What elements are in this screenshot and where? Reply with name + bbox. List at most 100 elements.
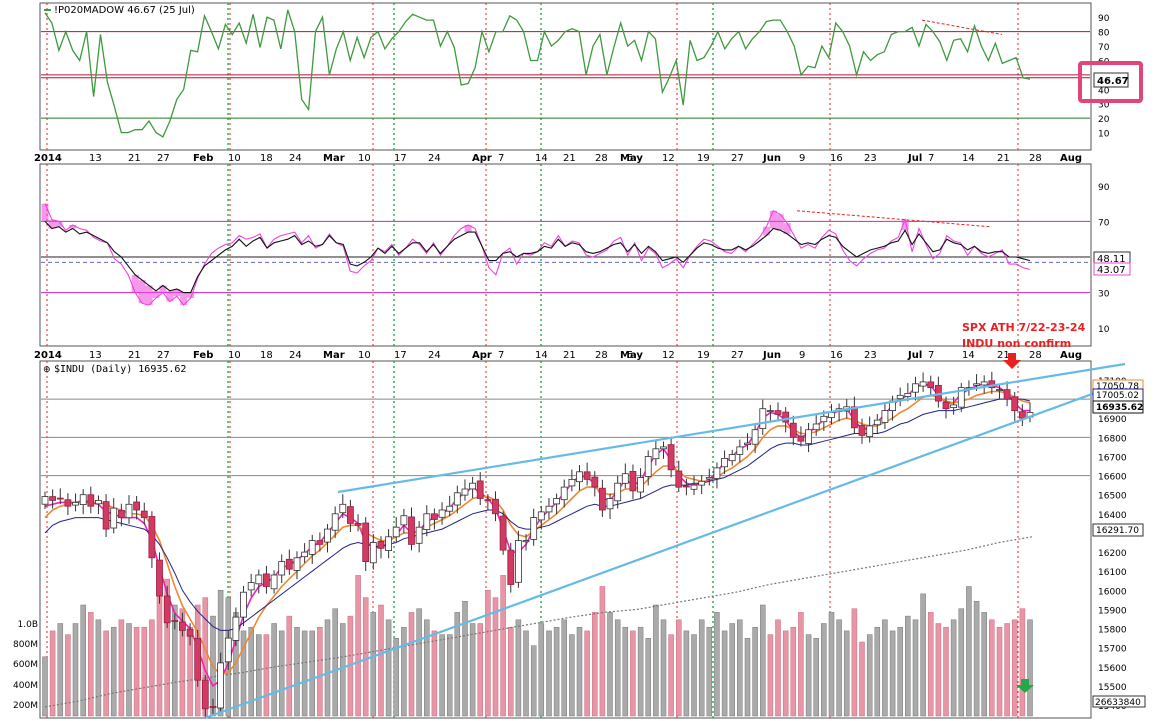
date-tick: 19 bbox=[697, 350, 710, 361]
volume-bar bbox=[721, 630, 728, 717]
date-tick: 7 bbox=[928, 153, 934, 164]
panel1-legend: !P020MADOW 46.67 (25 Jul) bbox=[44, 5, 195, 16]
volume-bar bbox=[584, 630, 590, 717]
volume-bar bbox=[790, 626, 797, 717]
value-pink-label: 43.07 bbox=[1097, 265, 1126, 276]
date-tick: 21 bbox=[997, 153, 1010, 164]
candle-body bbox=[499, 515, 507, 551]
volume-bar bbox=[118, 619, 125, 717]
date-tick: 27 bbox=[731, 350, 744, 361]
volume-bar bbox=[805, 634, 812, 717]
volume-bar bbox=[385, 619, 392, 717]
date-tick: 14 bbox=[535, 153, 548, 164]
candle-body bbox=[255, 574, 263, 585]
panel1-y-tick: 30 bbox=[1098, 101, 1110, 111]
date-tick: 14 bbox=[962, 153, 975, 164]
ma-navy-line bbox=[44, 398, 1031, 631]
date-tick: 5 bbox=[627, 350, 633, 361]
volume-bar bbox=[767, 634, 774, 717]
price-label: 17050.78 bbox=[1096, 382, 1139, 392]
volume-bar bbox=[439, 634, 445, 717]
volume-bar bbox=[752, 626, 758, 717]
candle-body bbox=[408, 516, 415, 545]
candle-body bbox=[789, 422, 797, 438]
volume-bar bbox=[172, 604, 178, 717]
volume-bar bbox=[278, 630, 285, 717]
panel1-y-tick: 70 bbox=[1098, 43, 1110, 53]
candle-body bbox=[1011, 396, 1019, 411]
volume-bar bbox=[355, 575, 361, 717]
candle-body bbox=[346, 506, 354, 524]
candle-body bbox=[698, 480, 706, 486]
annotation-line1: SPX ATH 7/22-23-24 bbox=[962, 321, 1086, 334]
candle-body bbox=[186, 628, 194, 637]
candle-body bbox=[156, 559, 163, 597]
volume-bar bbox=[95, 619, 102, 717]
candle-body bbox=[660, 446, 667, 450]
volume-bar bbox=[989, 619, 995, 717]
price-candles bbox=[41, 371, 1034, 719]
candle-body bbox=[461, 488, 469, 496]
volume-bar bbox=[1019, 608, 1026, 717]
volume-bar bbox=[660, 619, 667, 717]
date-tick: May bbox=[620, 153, 643, 164]
volume-bar bbox=[538, 623, 545, 717]
candle-body bbox=[209, 706, 217, 708]
panel3-y-axis: 1710016900168001670016600165001640016200… bbox=[1098, 377, 1127, 712]
volume-bar bbox=[920, 593, 926, 717]
candle-body bbox=[583, 471, 591, 480]
volume-bar bbox=[530, 645, 537, 717]
date-tick: 16 bbox=[830, 350, 843, 361]
candle-body bbox=[140, 510, 148, 519]
volume-bar bbox=[416, 608, 422, 717]
candle-body bbox=[178, 621, 186, 631]
price-label: 16291.70 bbox=[1096, 526, 1139, 536]
price-label-box bbox=[1092, 523, 1144, 537]
volume-bar bbox=[569, 634, 575, 717]
volume-bar bbox=[485, 589, 491, 717]
candle-body bbox=[1019, 411, 1026, 419]
volume-bar bbox=[72, 623, 79, 717]
date-tick: 24 bbox=[289, 153, 302, 164]
candle-body bbox=[866, 425, 874, 437]
oscillator-line bbox=[44, 9, 1031, 138]
date-tick: 27 bbox=[157, 153, 170, 164]
candle-body bbox=[912, 383, 919, 393]
panel1-date-axis: 2014 13 21 27 Feb 10 18 24 Mar 10 17 24 Apr 7 14 21 28 Ma… bbox=[34, 153, 1082, 164]
volume-bar bbox=[408, 612, 415, 717]
date-tick: 5 bbox=[627, 153, 633, 164]
volume-bar bbox=[469, 623, 476, 717]
candle-body bbox=[560, 486, 568, 501]
panel2-frame bbox=[39, 163, 1092, 347]
volume-bar bbox=[874, 626, 881, 717]
volume-bar bbox=[133, 626, 140, 717]
current-value-label: 46.67 bbox=[1097, 76, 1129, 87]
panel3-legend: ⊕ $INDU (Daily) 16935.62 bbox=[43, 364, 186, 375]
candle-body bbox=[56, 497, 64, 500]
wedge-upper-trendline bbox=[337, 362, 1126, 494]
candle-body bbox=[102, 501, 110, 530]
panel2-rsi bbox=[41, 203, 1031, 306]
volume-bar bbox=[401, 626, 407, 717]
legend-icon: ⊕ bbox=[43, 365, 51, 375]
candle-body bbox=[545, 505, 553, 513]
candle-body bbox=[270, 574, 278, 590]
price-label: 16935.62 bbox=[1096, 403, 1143, 413]
panel2-y-axis: 90 70 30 10 bbox=[1098, 183, 1110, 335]
date-tick: Apr bbox=[472, 350, 492, 361]
volume-bar bbox=[653, 604, 659, 717]
volume-bar bbox=[637, 626, 644, 717]
candle-body bbox=[385, 536, 393, 551]
candle-body bbox=[415, 526, 423, 544]
date-tick: Aug bbox=[1060, 153, 1082, 164]
date-tick: Jul bbox=[907, 350, 922, 361]
candle-body bbox=[675, 470, 683, 488]
candle-body bbox=[736, 446, 744, 455]
volume-bar bbox=[164, 578, 170, 717]
candle-body bbox=[782, 411, 790, 423]
volume-bar bbox=[698, 619, 705, 717]
candle-body bbox=[492, 498, 499, 515]
date-tick: 17 bbox=[394, 350, 407, 361]
volume-bar bbox=[332, 608, 338, 717]
